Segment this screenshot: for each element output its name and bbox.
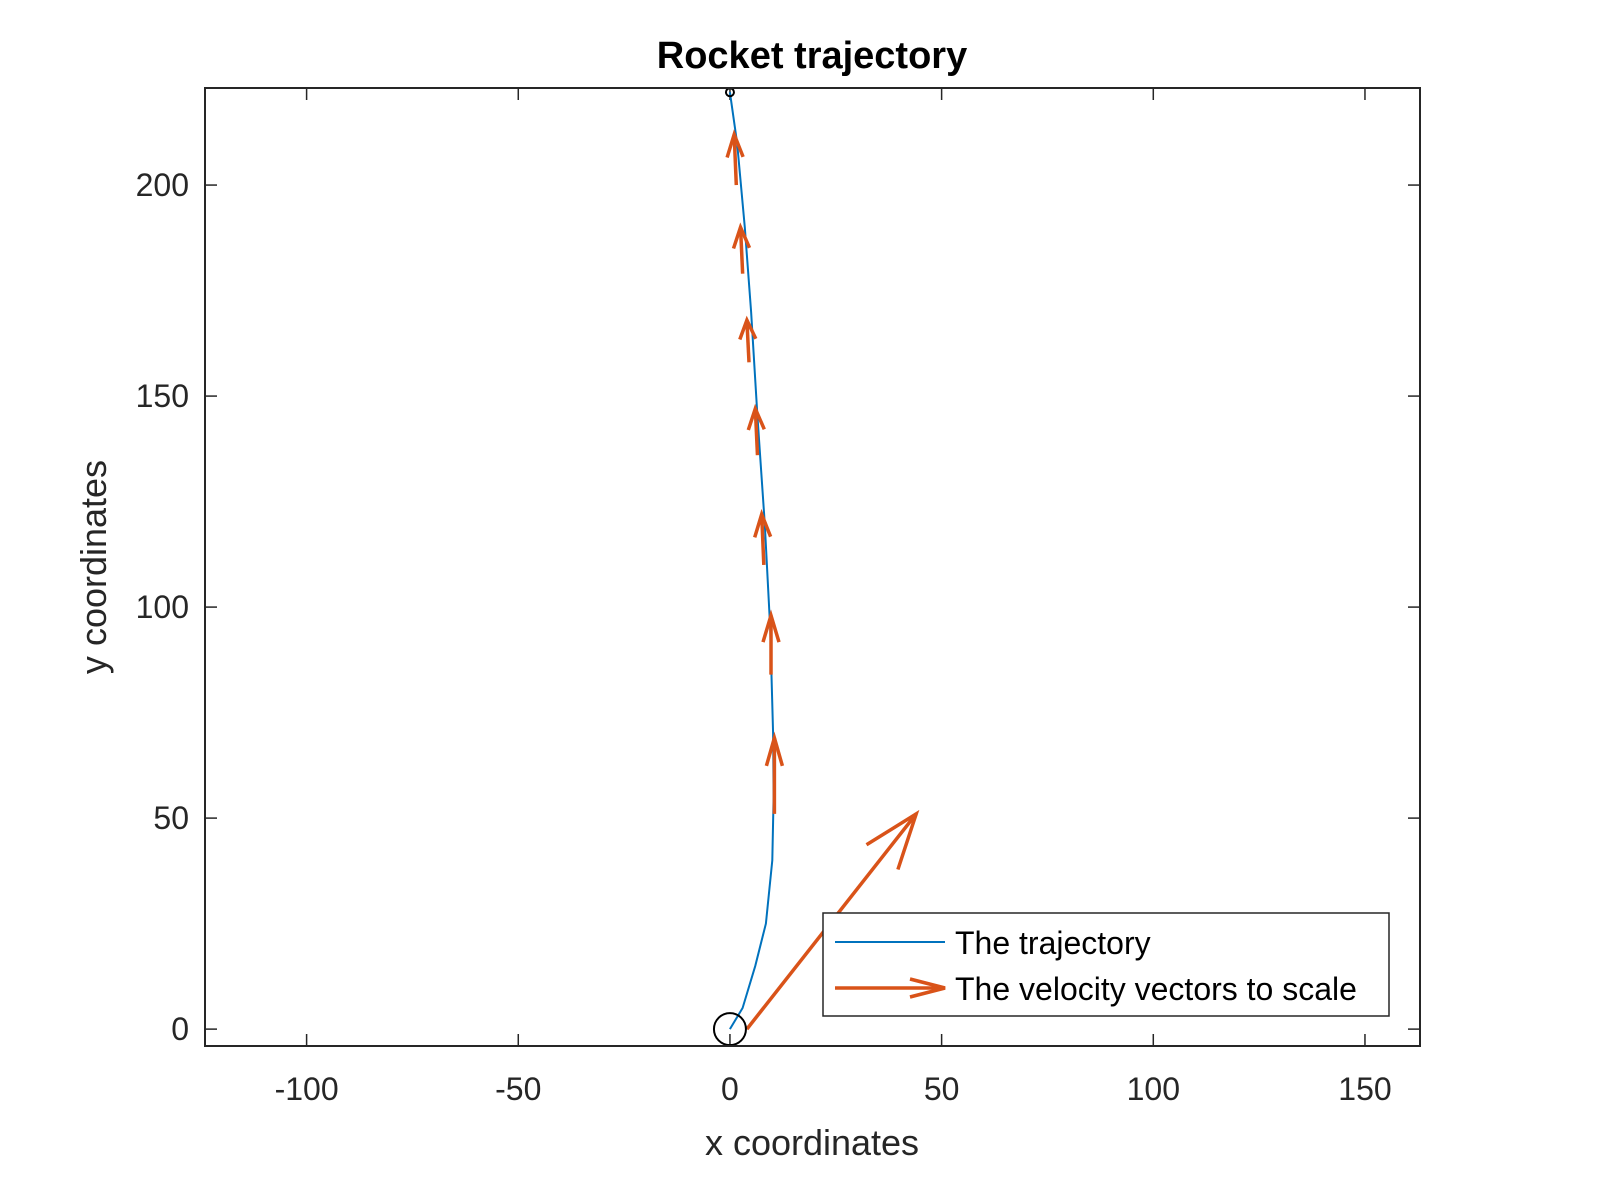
axes-box [204,87,1421,1047]
velocity-vector-head [738,315,758,341]
velocity-vector-head [725,129,745,159]
velocity-vector-shaft [738,227,745,274]
x-tick-label: 150 [1338,1071,1391,1107]
plot-area [205,88,1420,1046]
y-axis-label: y coordinates [73,460,114,674]
velocity-vector-head [764,731,785,767]
velocity-vector [731,222,752,274]
velocity-vector-head [865,809,920,871]
x-tick-label: 50 [924,1071,960,1107]
velocity-vector-shaft [732,134,739,186]
y-tick-label: 0 [171,1011,189,1047]
velocity-vector-shaft [745,320,751,363]
legend-box [822,912,1390,1017]
x-tick-label: -50 [495,1071,541,1107]
velocity-vector-head [761,609,781,643]
x-tick-label: 100 [1127,1071,1180,1107]
legend-velocity-swatch [835,977,946,999]
velocity-vector [761,609,781,675]
x-tick-label: 0 [721,1071,739,1107]
y-tick-labels: 0 50 100 150 200 [136,167,189,1047]
velocity-vector [753,508,773,565]
axis-ticks [205,88,1420,1046]
y-tick-label: 200 [136,167,189,203]
x-tick-label: -100 [275,1071,339,1107]
velocity-vector [764,731,785,814]
legend: The trajectory The velocity vectors to s… [822,912,1390,1017]
x-axis-label: x coordinates [705,1122,919,1163]
velocity-vector-head [753,508,773,538]
y-tick-label: 50 [153,800,189,836]
velocity-vector-shaft [753,408,760,456]
legend-trajectory-label: The trajectory [955,925,1151,961]
velocity-vector-head [731,222,752,250]
chart-title: Rocket trajectory [657,35,967,77]
legend-velocity-label: The velocity vectors to scale [955,971,1357,1007]
x-tick-labels: -100 -50 0 50 100 150 [275,1071,1392,1107]
y-tick-label: 150 [136,378,189,414]
velocity-vector [738,315,758,363]
y-tick-label: 100 [136,589,189,625]
velocity-vector-shaft [759,514,766,565]
velocity-vector [725,129,745,186]
velocity-vector [746,403,766,456]
velocity-vector-head [746,403,766,431]
